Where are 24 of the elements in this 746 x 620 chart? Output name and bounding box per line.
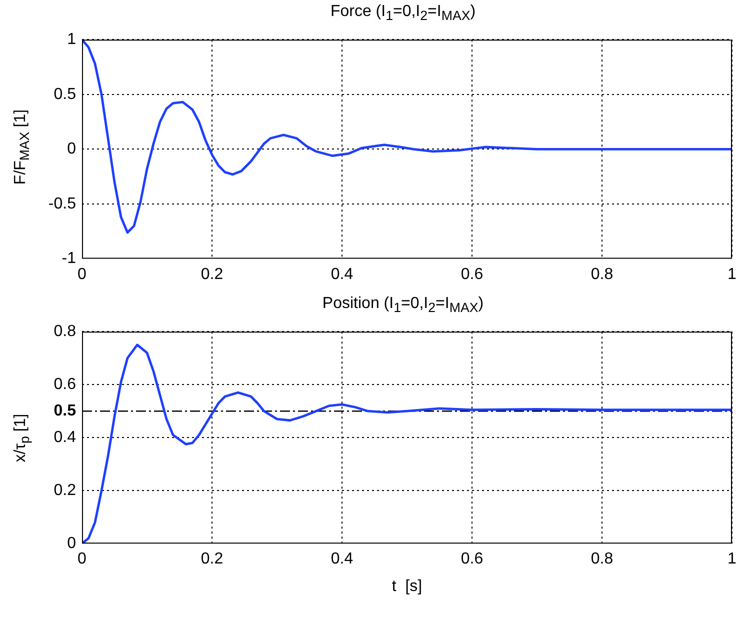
y-tick-label: 0.5 [54,402,76,420]
chart-title: Force (I$_{1}$=0,I$_{2}$=I$_{MAX}$) [329,2,477,24]
x-axis-title: t [s] [392,578,422,595]
y-tick-label: 0.8 [54,323,76,340]
x-tick-label: 0.8 [590,266,614,283]
x-tick-label: 0.2 [200,550,224,568]
x-tick-label: 0.6 [460,266,484,283]
y-tick-label: 0.5 [54,86,76,103]
y-tick-label: -0.5 [48,195,76,212]
chart-title: Position (I$_{1}$=0,I$_{2}$=I$_{MAX}$) [321,294,485,316]
x-tick-label: 0.4 [330,266,354,283]
y-tick-label: 0.2 [54,482,76,500]
x-tick-label: 0.2 [200,266,224,283]
y-tick-label: 0 [67,140,76,158]
y-tick-label: 0.6 [54,376,76,394]
x-tick-label: 0.6 [460,550,484,568]
y-tick-label: 0.4 [54,429,76,446]
y-tick-label: -1 [62,250,76,268]
x-tick-label: 1 [728,266,737,283]
x-tick-label: 0.4 [330,550,354,568]
y-tick-label: 1 [67,31,76,48]
y-tick-label: 0 [67,535,76,552]
x-tick-label: 0.8 [590,550,614,568]
x-tick-label: 1 [728,550,737,568]
